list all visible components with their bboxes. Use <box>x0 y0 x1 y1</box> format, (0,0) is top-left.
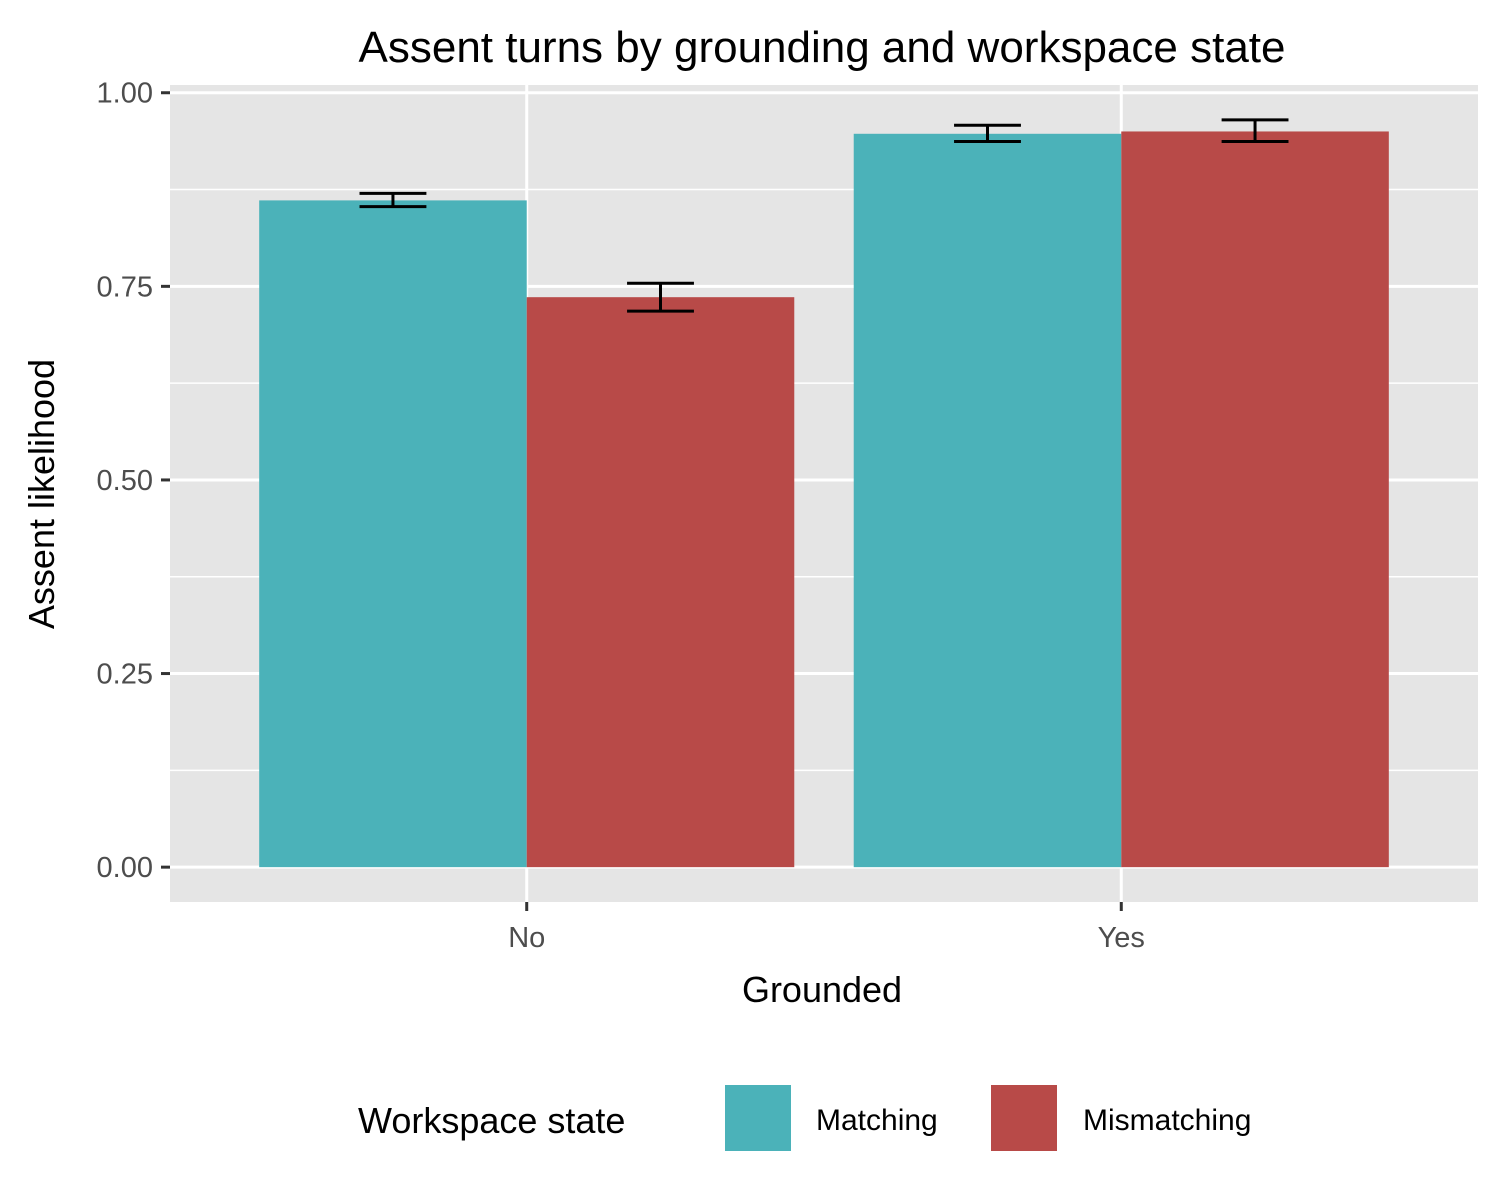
legend-label-matching: Matching <box>816 1104 938 1137</box>
error-bar-matching-yes <box>954 123 1021 144</box>
y-tick-label: 1.00 <box>97 78 153 110</box>
y-tick-label: 0.25 <box>97 659 153 691</box>
legend-swatch-mismatching <box>991 1085 1057 1151</box>
bar-matching-no <box>259 200 527 868</box>
y-axis-title: Assent likelihood <box>21 359 62 629</box>
legend-title: Workspace state <box>358 1100 625 1141</box>
y-axis: 0.00 0.25 0.50 0.75 1.00 <box>97 78 170 884</box>
x-tick-label: Yes <box>1098 922 1145 954</box>
error-bar-mismatching-no <box>627 281 694 313</box>
chart-title: Assent turns by grounding and workspace … <box>359 23 1286 72</box>
legend: Workspace state Matching Mismatching <box>358 1085 1251 1151</box>
legend-label-mismatching: Mismatching <box>1083 1104 1251 1137</box>
y-tick-label: 0.75 <box>97 271 153 303</box>
error-bars <box>359 118 1289 313</box>
bar-mismatching-yes <box>1121 131 1389 868</box>
y-tick-label: 0.00 <box>97 852 153 884</box>
bar-mismatching-no <box>526 297 795 868</box>
x-axis-title: Grounded <box>742 969 902 1010</box>
legend-swatch-matching <box>725 1085 791 1151</box>
bar-matching-yes <box>853 133 1122 868</box>
y-tick-label: 0.50 <box>97 465 153 497</box>
error-bar-matching-no <box>359 191 427 209</box>
x-axis: No Yes <box>508 902 1145 954</box>
bars <box>259 131 1389 868</box>
x-tick-label: No <box>508 922 545 954</box>
error-bar-mismatching-yes <box>1221 118 1289 144</box>
